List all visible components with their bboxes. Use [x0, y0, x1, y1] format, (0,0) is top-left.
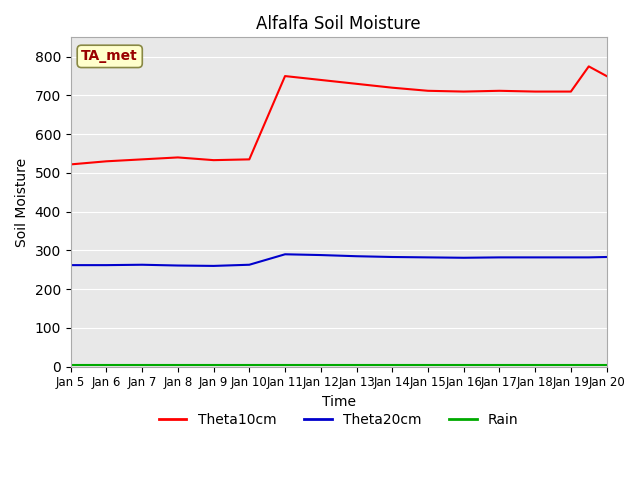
Y-axis label: Soil Moisture: Soil Moisture [15, 157, 29, 247]
Legend: Theta10cm, Theta20cm, Rain: Theta10cm, Theta20cm, Rain [153, 407, 524, 432]
X-axis label: Time: Time [322, 395, 356, 409]
Text: TA_met: TA_met [81, 49, 138, 63]
Title: Alfalfa Soil Moisture: Alfalfa Soil Moisture [257, 15, 421, 33]
